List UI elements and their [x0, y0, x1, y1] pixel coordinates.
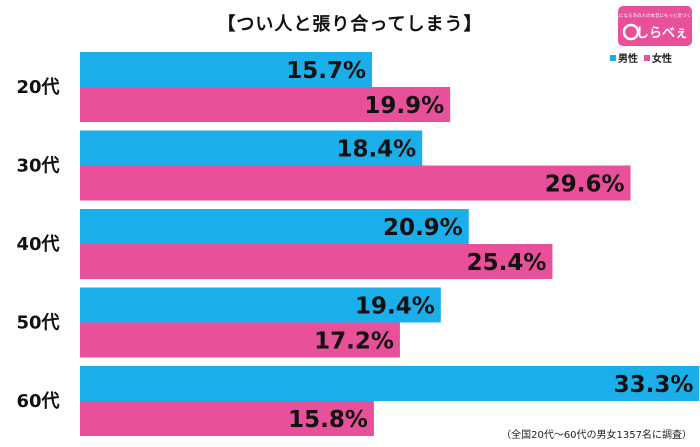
bar-male [80, 130, 423, 166]
bar-male [80, 52, 373, 87]
legend-male-swatch [610, 54, 616, 61]
legend-female: 女性 [644, 50, 672, 65]
data-label: 25.4% [467, 250, 547, 276]
bar-female [80, 165, 631, 201]
category-label: 20代 [16, 77, 59, 98]
legend-male: 男性 [610, 50, 638, 65]
data-label: 29.6% [545, 172, 625, 198]
bar-female [80, 322, 400, 358]
data-label: 15.7% [286, 58, 366, 84]
category-label: 30代 [16, 156, 59, 177]
svg-text:気になるあの人の本音にもっと近づく！: 気になるあの人の本音にもっと近づく！ [618, 12, 692, 19]
data-label: 17.2% [314, 329, 394, 355]
category-label: 60代 [16, 391, 59, 412]
data-label: 33.3% [614, 372, 694, 398]
bar-male [80, 209, 469, 244]
svg-text:しらべぇ: しらべぇ [636, 26, 688, 41]
chart-title: 【つい人と張り合ってしまう】 [217, 14, 483, 35]
legend-female-label: 女性 [652, 54, 672, 65]
bar-female [80, 87, 451, 122]
footnote: （全国20代～60代の男女1357名に調査） [501, 430, 692, 441]
data-label: 18.4% [336, 137, 416, 163]
legend-female-swatch [644, 54, 650, 61]
shirabee-logo: 気になるあの人の本音にもっと近づく！ しらべぇ [618, 6, 692, 46]
bar-male [80, 287, 441, 323]
bar-female [80, 244, 553, 279]
category-label: 40代 [16, 234, 59, 255]
legend: 男性 女性 [610, 50, 672, 65]
data-label: 19.4% [355, 294, 435, 320]
bar-female [80, 401, 374, 436]
bar-male [80, 366, 700, 401]
data-label: 15.8% [288, 407, 368, 433]
data-label: 20.9% [383, 215, 463, 241]
category-label: 50代 [16, 313, 59, 334]
legend-male-label: 男性 [618, 54, 638, 65]
data-label: 19.9% [364, 93, 444, 119]
